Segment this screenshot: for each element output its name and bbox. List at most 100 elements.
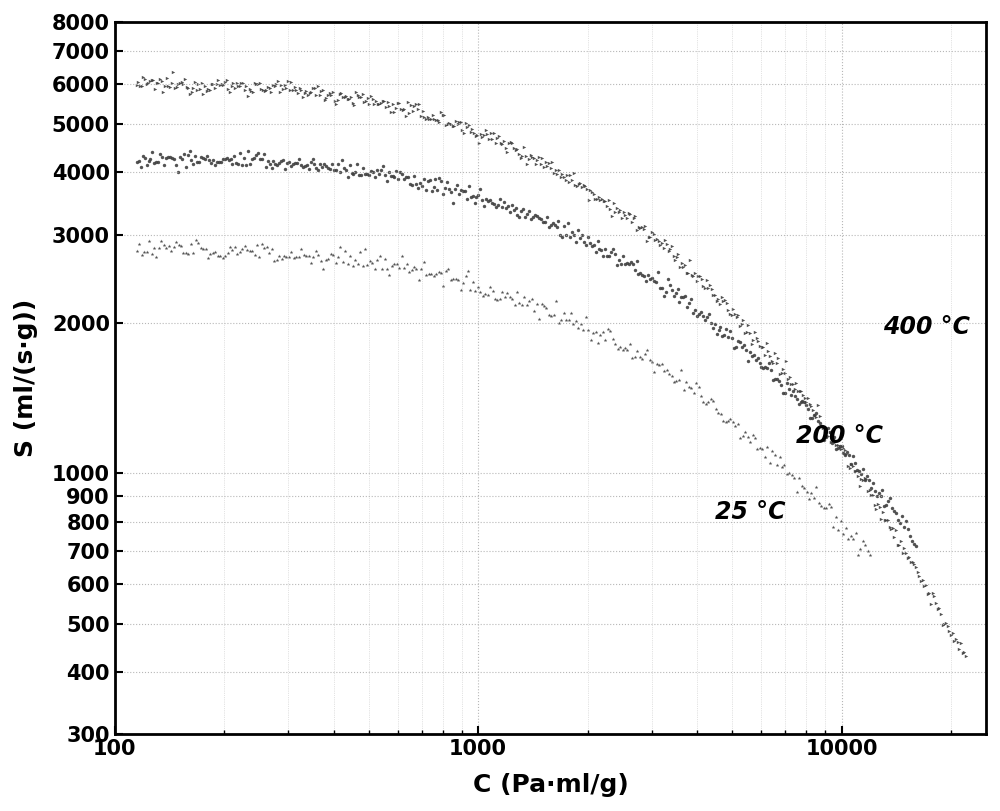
Point <box>695 395 711 408</box>
Point <box>229 76 245 89</box>
Point <box>727 307 743 320</box>
Point <box>880 494 896 507</box>
Point <box>502 205 518 218</box>
Point <box>749 332 765 345</box>
Point <box>224 158 240 171</box>
Point <box>297 87 313 100</box>
Point <box>373 164 389 177</box>
Point <box>307 82 323 95</box>
Point <box>362 255 378 268</box>
Point <box>764 354 780 367</box>
Point <box>513 205 529 218</box>
Point <box>378 101 394 114</box>
Point <box>830 441 846 454</box>
Point <box>781 382 797 395</box>
Point <box>187 76 203 89</box>
Point <box>616 205 632 218</box>
Point <box>610 343 626 356</box>
Point <box>886 530 902 543</box>
Point <box>597 242 613 255</box>
Point <box>813 419 829 432</box>
Point <box>808 480 824 493</box>
Point <box>681 297 697 310</box>
Point <box>156 238 172 251</box>
Point <box>627 350 643 363</box>
Point <box>175 78 191 91</box>
Point <box>670 283 686 296</box>
Point <box>631 221 647 234</box>
Point <box>632 266 648 279</box>
Point <box>564 174 580 187</box>
Point <box>806 409 822 422</box>
Point <box>456 127 472 139</box>
Point <box>383 105 399 118</box>
Point <box>371 97 387 110</box>
Point <box>614 212 630 225</box>
Point <box>698 397 714 410</box>
Point <box>492 292 508 305</box>
Point <box>342 249 358 262</box>
Point <box>705 321 721 334</box>
Point <box>318 254 334 267</box>
Point <box>754 443 770 456</box>
Point <box>166 241 182 254</box>
Point <box>627 210 643 223</box>
Point <box>673 290 689 303</box>
Point <box>375 94 391 107</box>
Point <box>551 316 567 329</box>
Point <box>750 335 766 348</box>
Point <box>668 375 684 388</box>
Point <box>297 159 313 172</box>
Point <box>789 485 805 498</box>
Point <box>883 522 899 535</box>
Point <box>636 269 652 282</box>
Point <box>184 85 200 98</box>
Point <box>258 161 274 174</box>
Point <box>941 625 957 638</box>
Point <box>305 152 321 165</box>
Point <box>705 395 721 408</box>
Point <box>948 632 964 645</box>
Point <box>504 293 520 306</box>
Point <box>605 333 621 345</box>
Point <box>202 247 218 260</box>
Point <box>359 259 375 272</box>
Point <box>190 78 206 91</box>
Point <box>406 260 422 273</box>
Point <box>394 168 410 181</box>
Point <box>493 136 509 149</box>
Point <box>153 234 169 247</box>
Point <box>200 251 216 264</box>
Point <box>210 249 226 262</box>
Point <box>162 80 178 93</box>
Point <box>166 152 182 165</box>
Point <box>688 377 704 390</box>
Point <box>711 324 727 337</box>
Point <box>888 506 904 519</box>
Point <box>730 309 746 322</box>
Point <box>870 497 886 510</box>
Point <box>824 436 840 449</box>
Point <box>732 431 748 444</box>
Point <box>275 83 291 96</box>
Point <box>652 281 668 294</box>
Point <box>541 221 557 234</box>
Point <box>330 93 346 106</box>
Point <box>802 397 818 410</box>
Point <box>219 74 235 87</box>
Point <box>306 157 322 170</box>
Point <box>680 267 696 280</box>
Point <box>891 538 907 551</box>
Point <box>709 328 725 341</box>
Point <box>189 156 205 169</box>
Point <box>291 251 307 264</box>
Point <box>423 267 439 280</box>
Point <box>818 426 834 439</box>
Point <box>687 303 703 316</box>
Point <box>563 307 579 320</box>
Point <box>269 158 285 171</box>
Point <box>762 350 778 363</box>
Point <box>386 258 402 271</box>
Point <box>484 132 500 145</box>
Point <box>641 231 657 244</box>
